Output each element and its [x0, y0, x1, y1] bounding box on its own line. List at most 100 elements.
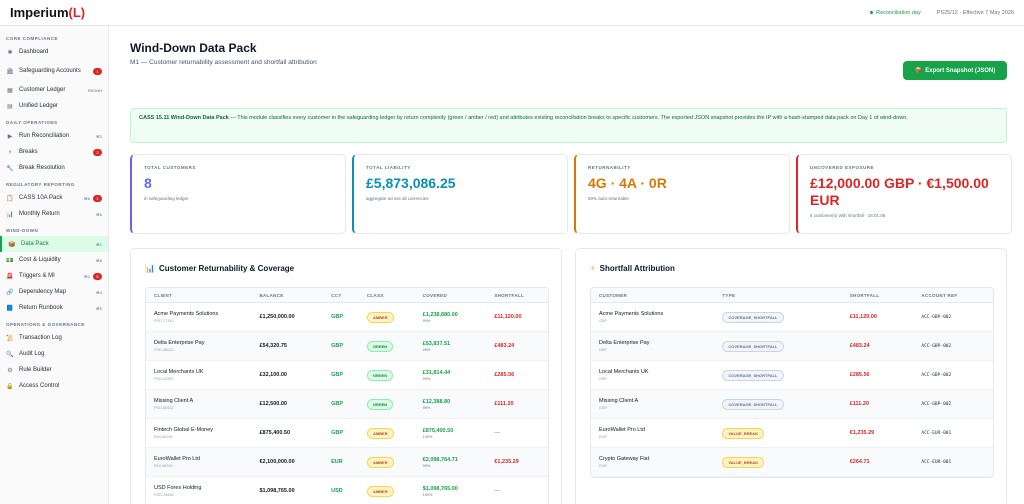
customer-name: Acme Payments Solutions: [599, 311, 664, 317]
table-row[interactable]: EuroWallet Pro Ltd EMI-98745 €2,100,000.00…: [146, 448, 548, 477]
info-banner: CASS 15.11 Wind-Down Data Pack — This mo…: [130, 108, 1007, 143]
logo[interactable]: Imperium(L): [10, 5, 86, 20]
client-name: USD Forex Holding: [154, 485, 202, 491]
class-cell: AMBER: [359, 427, 415, 439]
balance-cell: £32,100.00: [259, 372, 287, 378]
wrench-icon: 🔧: [6, 165, 14, 172]
shortfall-cell: —: [494, 430, 500, 436]
shortfall-amount: £285.56: [849, 372, 870, 378]
sidebar-section-title: REGULATORY REPORTING: [6, 182, 75, 187]
client-id: PSD-77342: [154, 319, 174, 323]
sidebar-item-triggers-mi[interactable]: 🚨 Triggers & MI ⌘2 5: [0, 268, 108, 284]
sidebar-item-return-runbook[interactable]: 📘 Return Runbook ⌘5: [0, 300, 108, 316]
sidebar-item-data-pack[interactable]: 📦 Data Pack ⌘1: [0, 236, 108, 252]
client-name: Local Merchants UK: [154, 369, 204, 375]
covered-amount: £31,814.44: [422, 369, 451, 376]
clipboard-icon: 📋: [6, 195, 14, 202]
sidebar-item-audit-log[interactable]: 🔍 Audit Log: [0, 346, 108, 362]
export-snapshot-button[interactable]: 📦 Export Snapshot (JSON): [903, 61, 1007, 80]
sidebar-item-safeguarding-accounts[interactable]: 🏛 Safeguarding Accounts 1: [0, 60, 108, 82]
sidebar-item-cost-liquidity[interactable]: 💵 Cost & Liquidity ⌘8: [0, 252, 108, 268]
covered-percent: 99%: [422, 405, 431, 410]
stat-label: TOTAL CUSTOMERS: [144, 165, 196, 170]
sidebar-item-label: Dashboard: [19, 49, 49, 55]
balance-cell: $1,098,765.00: [259, 488, 295, 494]
bar-chart-icon: 📊: [145, 264, 155, 273]
sidebar-item-break-resolution[interactable]: 🔧 Break Resolution: [0, 160, 108, 176]
client-name: Missing Client A: [154, 398, 194, 404]
main-content: Wind-Down Data Pack M1 — Customer return…: [110, 26, 1024, 504]
table-row[interactable]: Missing Client A GBP COVERAGE_SHORTFALL £11…: [591, 390, 993, 419]
customer-name: Delta Enterprise Pay: [599, 340, 650, 346]
class-badge: GREEN: [366, 340, 394, 352]
customer-currency: GBP: [599, 348, 608, 352]
shortcut-hint: ⌘4: [95, 289, 102, 295]
sidebar-item-label: Cost & Liquidity: [19, 257, 61, 263]
sidebar-item-cass-10a-pack[interactable]: 📋 CASS 10A Pack ⌘8 1: [0, 190, 108, 206]
bolt-icon: ⚡: [590, 264, 596, 273]
covered-cell: £12,388.80 99%: [415, 399, 487, 410]
covered-percent: 99%: [422, 376, 431, 381]
table-row[interactable]: Acme Payments Solutions GBP COVERAGE_SHORT…: [591, 303, 993, 332]
book-icon: ▤: [7, 103, 13, 110]
shortfall-title: Shortfall Attribution: [599, 264, 675, 273]
sidebar-item-access-control[interactable]: 🔒 Access Control: [0, 378, 108, 394]
shortfall-amount: €1,235.29: [849, 430, 875, 436]
shortfall-amount: £483.24: [849, 343, 870, 349]
table-row[interactable]: Acme Payments Solutions PSD-77342 £1,250,0…: [146, 303, 548, 332]
sidebar-item-rule-builder[interactable]: ⚙ Rule Builder: [0, 362, 108, 378]
column-header: SHORTFALL: [849, 292, 880, 298]
sidebar-item-monthly-return[interactable]: 📊 Monthly Return ⌘6: [0, 206, 108, 222]
sidebar-section-title: DAILY OPERATIONS: [6, 120, 58, 125]
coverage-table: CLIENT BALANCE CCY CLASS COVERED SHORTFALL Acm…: [145, 287, 549, 504]
column-header: SHORTFALL: [494, 292, 525, 298]
customer-cell: Missing Client A GBP: [591, 398, 714, 410]
shortfall-cell: £11,120.00: [494, 314, 522, 320]
runbook-icon: 📘: [6, 305, 14, 312]
covered-percent: 99%: [422, 463, 431, 468]
stat-card-uncovered-exposure: UNCOVERED EXPOSURE £12,000.00 GBP · €1,50…: [796, 154, 1012, 234]
sidebar-item-dashboard[interactable]: ✱ Dashboard: [0, 44, 108, 60]
class-cell: AMBER: [359, 456, 415, 468]
customer-cell: Delta Enterprise Pay GBP: [591, 340, 714, 352]
class-cell: GREEN: [359, 369, 415, 381]
covered-cell: £875,400.50 100%: [415, 428, 487, 439]
account-ref: ACC-EUR-001: [921, 459, 952, 465]
table-row[interactable]: Delta Enterprise Pay PSD-46023 £54,320.75 G…: [146, 332, 548, 361]
stat-note: in safeguarding ledger: [144, 196, 189, 201]
client-cell: Acme Payments Solutions PSD-77342: [146, 311, 251, 323]
type-cell: VALUE_BREAK: [714, 427, 841, 439]
customer-name: Crypto Gateway Fiat: [599, 456, 650, 462]
account-ref: ACC-GBP-002: [921, 314, 952, 320]
table-row[interactable]: Missing Client A PSD-55432 £12,500.00 GBP GR…: [146, 390, 548, 419]
customer-currency: EUR: [599, 435, 608, 439]
sidebar-item-label: Run Reconciliation: [19, 133, 70, 139]
table-row[interactable]: Local Merchants UK GBP COVERAGE_SHORTFALL £…: [591, 361, 993, 390]
sidebar-item-dependency-map[interactable]: 🔗 Dependency Map ⌘4: [0, 284, 108, 300]
column-header: CLIENT: [154, 292, 173, 298]
type-cell: COVERAGE_SHORTFALL: [714, 311, 841, 323]
table-row[interactable]: Delta Enterprise Pay GBP COVERAGE_SHORTFAL…: [591, 332, 993, 361]
sidebar-item-label: Triggers & MI: [19, 273, 55, 279]
sidebar-item-transaction-log[interactable]: 📜 Transaction Log: [0, 330, 108, 346]
client-name: Delta Enterprise Pay: [154, 340, 205, 346]
table-row[interactable]: Crypto Gateway Fiat EUR VALUE_BREAK €264.71…: [591, 448, 993, 477]
type-badge: COVERAGE_SHORTFALL: [722, 340, 784, 352]
table-row[interactable]: EuroWallet Pro Ltd EUR VALUE_BREAK €1,235.2…: [591, 419, 993, 448]
sidebar-item-customer-ledger[interactable]: ▦ Customer Ledger REDNH: [0, 82, 108, 98]
sidebar-item-unified-ledger[interactable]: ▤ Unified Ledger: [0, 98, 108, 114]
balance-cell: £54,320.75: [259, 343, 287, 349]
table-row[interactable]: Local Merchants UK PSD-22987 £32,100.00 GBP…: [146, 361, 548, 390]
table-row[interactable]: USD Forex Holding PSD-33856 $1,098,765.00 U…: [146, 477, 548, 504]
sidebar-item-label: Access Control: [19, 383, 60, 389]
sidebar-item-run-reconciliation[interactable]: ▶ Run Reconciliation ⌘2: [0, 128, 108, 144]
sidebar-item-label: Data Pack: [21, 241, 49, 247]
stat-value: £12,000.00 GBP · €1,500.00 EUR: [810, 175, 989, 208]
table-row[interactable]: Fintech Global E-Money EMI-66156 £875,400.…: [146, 419, 548, 448]
account-ref: ACC-GBP-002: [921, 401, 952, 407]
stat-label: UNCOVERED EXPOSURE: [810, 165, 875, 170]
type-cell: COVERAGE_SHORTFALL: [714, 340, 841, 352]
client-name: EuroWallet Pro Ltd: [154, 456, 200, 462]
stat-value: 8: [144, 175, 152, 191]
sidebar-item-breaks[interactable]: ⚡ Breaks 2: [0, 144, 108, 160]
